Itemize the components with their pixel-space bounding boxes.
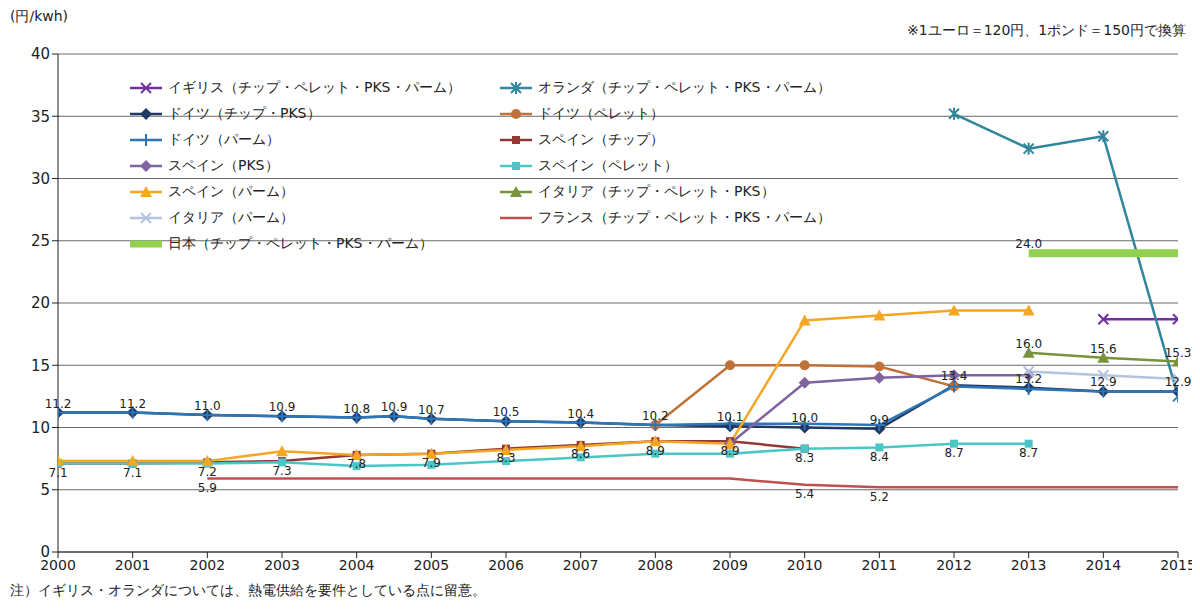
svg-text:7.2: 7.2 — [198, 465, 217, 479]
svg-text:7.1: 7.1 — [123, 466, 142, 480]
html-text:ドイツ（パーム）: ドイツ（パーム） — [168, 131, 280, 147]
svg-text:7.8: 7.8 — [347, 457, 366, 471]
svg-text:2006: 2006 — [488, 557, 524, 573]
svg-text:8.6: 8.6 — [571, 447, 590, 461]
svg-text:2008: 2008 — [638, 557, 674, 573]
svg-text:5.9: 5.9 — [198, 481, 217, 495]
svg-text:2002: 2002 — [190, 557, 226, 573]
svg-text:13.4: 13.4 — [941, 369, 968, 383]
html-text:イギリス（チップ・ペレット・PKS・パーム）: イギリス（チップ・ペレット・PKS・パーム） — [168, 79, 461, 95]
svg-text:2003: 2003 — [264, 557, 300, 573]
svg-text:8.9: 8.9 — [646, 444, 665, 458]
svg-text:10.9: 10.9 — [381, 400, 408, 414]
svg-text:10.9: 10.9 — [269, 400, 296, 414]
svg-text:2010: 2010 — [787, 557, 823, 573]
svg-text:5.2: 5.2 — [870, 490, 889, 504]
svg-text:25: 25 — [31, 232, 50, 250]
svg-text:13.2: 13.2 — [1015, 372, 1042, 386]
svg-text:2001: 2001 — [115, 557, 151, 573]
html-text:スペイン（パーム）: スペイン（パーム） — [168, 183, 294, 199]
svg-text:10.8: 10.8 — [343, 402, 370, 416]
svg-text:7.1: 7.1 — [48, 466, 67, 480]
svg-text:10.7: 10.7 — [418, 403, 445, 417]
svg-text:8.4: 8.4 — [870, 450, 889, 464]
svg-text:2005: 2005 — [414, 557, 450, 573]
html-text:スペイン（チップ）: スペイン（チップ） — [538, 131, 664, 147]
svg-text:2015: 2015 — [1160, 557, 1192, 573]
html-text:注）イギリス・オランダについては、熱電供給を要件としている点: 注）イギリス・オランダについては、熱電供給を要件としている点に留意。 — [10, 582, 486, 598]
svg-text:10.1: 10.1 — [717, 410, 744, 424]
svg-text:10.2: 10.2 — [642, 409, 669, 423]
svg-text:20: 20 — [31, 294, 50, 312]
svg-text:0: 0 — [40, 543, 50, 561]
svg-text:10: 10 — [31, 419, 50, 437]
svg-text:12.9: 12.9 — [1090, 375, 1117, 389]
html-text:(円/kwh): (円/kwh) — [10, 8, 69, 24]
svg-text:15.3: 15.3 — [1165, 346, 1192, 360]
svg-text:10.5: 10.5 — [493, 405, 520, 419]
svg-text:30: 30 — [31, 170, 50, 188]
html-text:フランス（チップ・ペレット・PKS・パーム）: フランス（チップ・ペレット・PKS・パーム） — [538, 209, 831, 225]
html-text:ドイツ（ペレット）: ドイツ（ペレット） — [538, 105, 664, 121]
svg-text:2014: 2014 — [1086, 557, 1122, 573]
html-text:日本（チップ・ペレット・PKS・パーム）: 日本（チップ・ペレット・PKS・パーム） — [168, 235, 433, 251]
svg-text:2013: 2013 — [1011, 557, 1047, 573]
svg-text:11.2: 11.2 — [45, 397, 72, 411]
svg-text:8.7: 8.7 — [944, 446, 963, 460]
svg-text:16.0: 16.0 — [1015, 337, 1042, 351]
html-text:イタリア（パーム）: イタリア（パーム） — [168, 209, 294, 225]
svg-text:2007: 2007 — [563, 557, 599, 573]
html-text:スペイン（ペレット）: スペイン（ペレット） — [538, 157, 678, 173]
html-text:イタリア（チップ・ペレット・PKS）: イタリア（チップ・ペレット・PKS） — [538, 183, 775, 199]
svg-text:8.7: 8.7 — [1019, 446, 1038, 460]
svg-text:40: 40 — [31, 45, 50, 63]
html-text:スペイン（PKS）: スペイン（PKS） — [168, 157, 279, 173]
html-text:ドイツ（チップ・PKS）: ドイツ（チップ・PKS） — [168, 105, 321, 121]
svg-text:2004: 2004 — [339, 557, 375, 573]
svg-text:10.0: 10.0 — [791, 411, 818, 425]
svg-text:12.9: 12.9 — [1165, 375, 1192, 389]
svg-text:35: 35 — [31, 108, 50, 126]
svg-text:15.6: 15.6 — [1090, 342, 1117, 356]
html-text:オランダ（チップ・ペレット・PKS・パーム）: オランダ（チップ・ペレット・PKS・パーム） — [538, 79, 831, 95]
svg-text:24.0: 24.0 — [1015, 237, 1042, 251]
html-text:※1ユーロ＝120円、1ポンド＝150円で換算: ※1ユーロ＝120円、1ポンド＝150円で換算 — [907, 22, 1186, 38]
svg-text:2000: 2000 — [40, 556, 76, 573]
svg-text:9.9: 9.9 — [870, 413, 889, 427]
svg-text:10.4: 10.4 — [567, 407, 594, 421]
svg-text:8.3: 8.3 — [795, 451, 814, 465]
svg-text:7.9: 7.9 — [422, 456, 441, 470]
svg-text:5.4: 5.4 — [795, 487, 814, 501]
svg-text:2009: 2009 — [712, 557, 748, 573]
svg-text:11.0: 11.0 — [194, 399, 221, 413]
svg-text:8.9: 8.9 — [720, 444, 739, 458]
svg-text:7.3: 7.3 — [272, 464, 291, 478]
svg-text:8.3: 8.3 — [496, 451, 515, 465]
svg-text:15: 15 — [31, 357, 50, 375]
svg-text:5: 5 — [40, 481, 50, 499]
svg-text:2011: 2011 — [862, 557, 898, 573]
svg-text:2012: 2012 — [936, 557, 972, 573]
svg-text:11.2: 11.2 — [119, 397, 146, 411]
